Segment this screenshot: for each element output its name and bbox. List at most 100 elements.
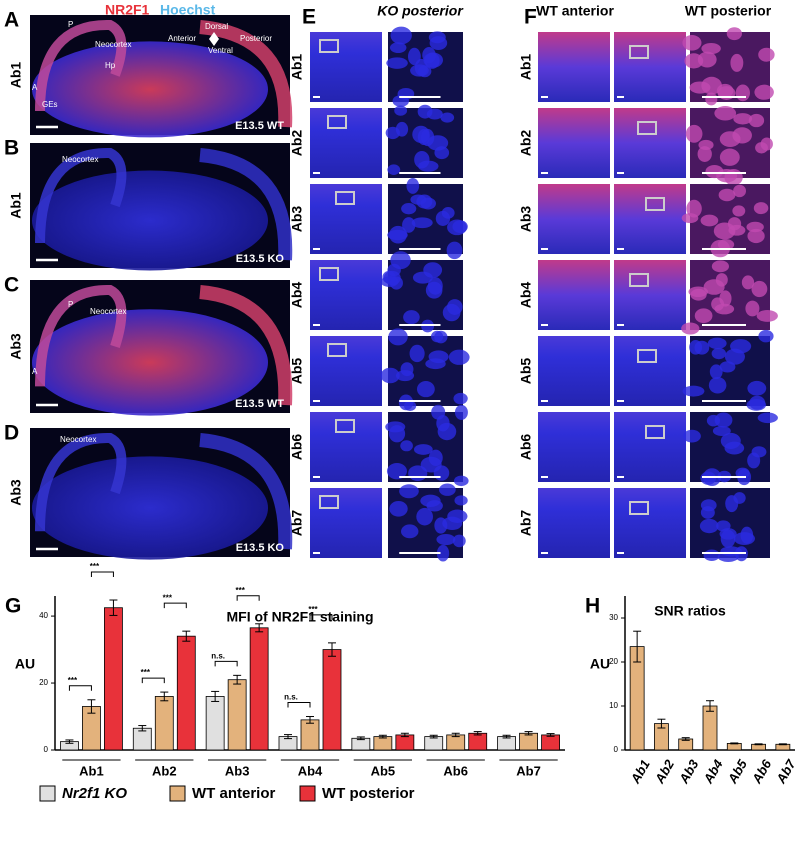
x-tick-label: Ab6: [749, 756, 775, 786]
region-label: Hp: [105, 61, 116, 70]
antibody-label: Ab1: [8, 62, 24, 89]
roi-box: [335, 419, 355, 433]
nucleus: [434, 517, 448, 534]
error-bar: [356, 736, 365, 741]
significance: ***: [235, 586, 245, 595]
micrograph: [614, 488, 686, 558]
nucleus: [745, 300, 760, 317]
nucleus: [388, 328, 408, 346]
bar: [205, 696, 225, 751]
cortex: [199, 285, 293, 406]
micrograph: [538, 108, 610, 178]
nucleus: [436, 544, 450, 562]
x-tick-label: Ab2: [152, 763, 177, 778]
nucleus: [441, 207, 455, 219]
nucleus: [397, 87, 415, 100]
nucleus: [388, 425, 406, 443]
nucleus: [697, 51, 717, 68]
nucleus: [429, 36, 448, 51]
nucleus: [755, 142, 768, 154]
error-bar: [233, 674, 242, 685]
error-bar: [109, 599, 118, 616]
micrograph: [614, 412, 686, 482]
nucleus: [689, 339, 703, 355]
bar: [132, 727, 152, 751]
nucleus: [758, 329, 774, 343]
error-bar: [546, 733, 555, 737]
micrograph: [614, 336, 686, 406]
roi-box: [637, 121, 657, 135]
header-marker: NR2F1: [105, 2, 150, 18]
nucleus: [439, 483, 456, 496]
row-label: Ab4: [289, 282, 305, 309]
nucleus: [712, 425, 731, 436]
nucleus: [413, 444, 433, 455]
tissue: [32, 309, 268, 416]
bracket: [287, 702, 311, 708]
nucleus: [688, 286, 709, 298]
nucleus: [400, 440, 413, 452]
panel-letter: H: [585, 595, 600, 618]
nucleus: [452, 220, 468, 233]
nucleus: [714, 412, 733, 428]
micrograph: [310, 412, 382, 482]
antibody-label: Ab3: [8, 333, 24, 360]
nucleus: [694, 308, 713, 324]
nucleus: [725, 495, 739, 513]
panel-letter: E: [302, 6, 316, 29]
error-bar: [182, 630, 191, 642]
bar: [446, 734, 466, 751]
nucleus: [685, 124, 703, 143]
micrograph: [310, 184, 382, 254]
nucleus: [705, 164, 724, 179]
nucleus: [714, 106, 737, 121]
row-label: Ab5: [289, 358, 305, 385]
nucleus: [749, 395, 766, 410]
roi-box: [637, 349, 657, 363]
row-label: Ab7: [289, 510, 305, 537]
row-label: Ab1: [518, 54, 534, 81]
micrograph: [614, 32, 686, 102]
micrograph: [310, 32, 382, 102]
panel-letter: B: [4, 137, 19, 160]
nucleus: [448, 349, 470, 365]
ko-title: KO posterior: [377, 3, 464, 19]
nucleus: [700, 506, 715, 519]
x-tick-label: Ab3: [225, 763, 250, 778]
stage-label: E13.5 WT: [235, 398, 284, 410]
error-bar: [65, 739, 74, 744]
nucleus: [454, 404, 468, 420]
nucleus: [726, 27, 742, 41]
cortex: [35, 432, 127, 532]
row-label: Ab4: [518, 282, 534, 309]
orientation-label: Ventral: [208, 46, 233, 55]
error-bar: [657, 718, 666, 729]
roi-box: [327, 115, 347, 129]
row-label: Ab6: [289, 434, 305, 461]
micrograph: [538, 412, 610, 482]
roi-box: [629, 273, 649, 287]
legend-swatch: [299, 785, 316, 802]
nucleus: [681, 322, 700, 335]
error-bar: [778, 743, 787, 746]
micrograph: [310, 260, 382, 330]
bar: [322, 649, 342, 751]
error-bar: [730, 742, 739, 745]
bracket: [68, 685, 92, 691]
nucleus: [730, 339, 752, 354]
nucleus: [686, 199, 702, 218]
nucleus: [747, 380, 767, 396]
bracket: [309, 614, 333, 620]
nucleus: [425, 281, 443, 299]
nucleus: [724, 168, 743, 186]
y-tick-label: 40: [39, 611, 48, 620]
y-tick-label: 30: [609, 613, 618, 622]
nucleus: [746, 221, 764, 233]
bar: [424, 736, 444, 751]
roi-box: [335, 191, 355, 205]
nucleus: [386, 57, 408, 69]
nucleus: [735, 84, 750, 102]
error-bar: [502, 734, 511, 739]
error-bar: [633, 630, 642, 663]
row-label: Ab2: [518, 130, 534, 157]
